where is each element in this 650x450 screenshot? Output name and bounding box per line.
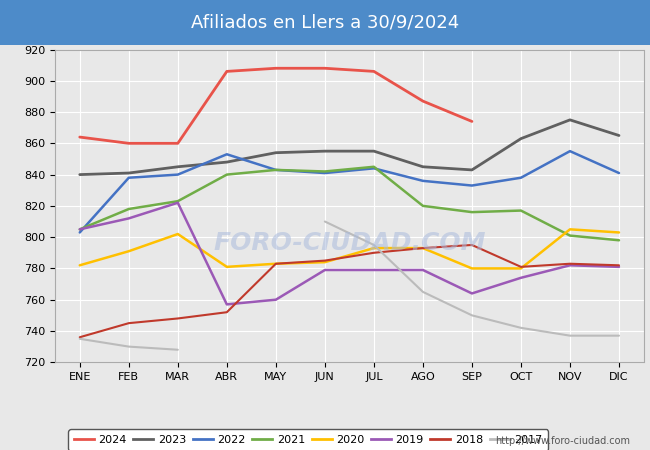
2021 <box>272 167 280 173</box>
2022 <box>174 172 182 177</box>
2020 <box>566 227 574 232</box>
Line: 2022: 2022 <box>80 151 619 233</box>
2024 <box>76 135 84 140</box>
2022 <box>272 167 280 173</box>
2017 <box>76 336 84 342</box>
2018 <box>419 245 427 251</box>
2024 <box>223 69 231 74</box>
2021 <box>370 164 378 170</box>
2024 <box>468 119 476 124</box>
2022 <box>517 175 525 180</box>
2017 <box>174 347 182 352</box>
2020 <box>615 230 623 235</box>
2024 <box>125 141 133 146</box>
2023 <box>223 159 231 165</box>
2018 <box>321 258 329 263</box>
2019 <box>223 302 231 307</box>
2018 <box>272 261 280 266</box>
2019 <box>419 267 427 273</box>
2019 <box>125 216 133 221</box>
Line: 2021: 2021 <box>80 167 619 240</box>
2020 <box>174 231 182 237</box>
2022 <box>321 171 329 176</box>
2024 <box>419 99 427 104</box>
Line: 2023: 2023 <box>80 120 619 175</box>
2023 <box>76 172 84 177</box>
2023 <box>419 164 427 170</box>
2020 <box>321 260 329 265</box>
Line: 2017: 2017 <box>80 339 178 350</box>
2023 <box>370 148 378 154</box>
Text: Afiliados en Llers a 30/9/2024: Afiliados en Llers a 30/9/2024 <box>191 14 459 32</box>
2024 <box>321 66 329 71</box>
Line: 2024: 2024 <box>80 68 472 144</box>
2018 <box>223 310 231 315</box>
2018 <box>370 250 378 256</box>
2022 <box>370 166 378 171</box>
Line: 2020: 2020 <box>80 230 619 268</box>
2020 <box>419 245 427 251</box>
2019 <box>174 200 182 206</box>
2018 <box>566 261 574 266</box>
2019 <box>517 275 525 280</box>
2020 <box>223 264 231 270</box>
2018 <box>125 320 133 326</box>
2021 <box>223 172 231 177</box>
2021 <box>517 208 525 213</box>
2019 <box>615 264 623 270</box>
2019 <box>272 297 280 302</box>
Text: http://www.foro-ciudad.com: http://www.foro-ciudad.com <box>495 436 630 446</box>
2019 <box>370 267 378 273</box>
Legend: 2024, 2023, 2022, 2021, 2020, 2019, 2018, 2017: 2024, 2023, 2022, 2021, 2020, 2019, 2018… <box>68 429 548 450</box>
2020 <box>370 245 378 251</box>
2019 <box>321 267 329 273</box>
2023 <box>125 171 133 176</box>
2023 <box>517 136 525 141</box>
2022 <box>223 152 231 157</box>
2024 <box>272 66 280 71</box>
2018 <box>468 242 476 248</box>
2020 <box>76 263 84 268</box>
2022 <box>615 171 623 176</box>
2018 <box>174 316 182 321</box>
2021 <box>125 206 133 211</box>
2022 <box>125 175 133 180</box>
2022 <box>468 183 476 188</box>
2020 <box>125 248 133 254</box>
2024 <box>174 141 182 146</box>
2021 <box>419 203 427 209</box>
2020 <box>517 266 525 271</box>
2017 <box>125 344 133 349</box>
2023 <box>615 133 623 138</box>
2019 <box>566 263 574 268</box>
2022 <box>76 230 84 235</box>
2019 <box>468 291 476 296</box>
2023 <box>321 148 329 154</box>
2021 <box>566 233 574 238</box>
2021 <box>468 209 476 215</box>
2023 <box>272 150 280 155</box>
2019 <box>76 227 84 232</box>
2023 <box>174 164 182 170</box>
2022 <box>566 148 574 154</box>
2023 <box>468 167 476 173</box>
2021 <box>321 169 329 174</box>
2021 <box>76 227 84 232</box>
2023 <box>566 117 574 122</box>
Text: FORO-CIUDAD.COM: FORO-CIUDAD.COM <box>213 231 486 256</box>
2024 <box>370 69 378 74</box>
2022 <box>419 178 427 184</box>
2020 <box>272 261 280 266</box>
2021 <box>615 238 623 243</box>
Line: 2019: 2019 <box>80 203 619 304</box>
2021 <box>174 198 182 204</box>
2020 <box>468 266 476 271</box>
2018 <box>517 264 525 270</box>
Line: 2018: 2018 <box>80 245 619 337</box>
2018 <box>615 263 623 268</box>
2018 <box>76 334 84 340</box>
